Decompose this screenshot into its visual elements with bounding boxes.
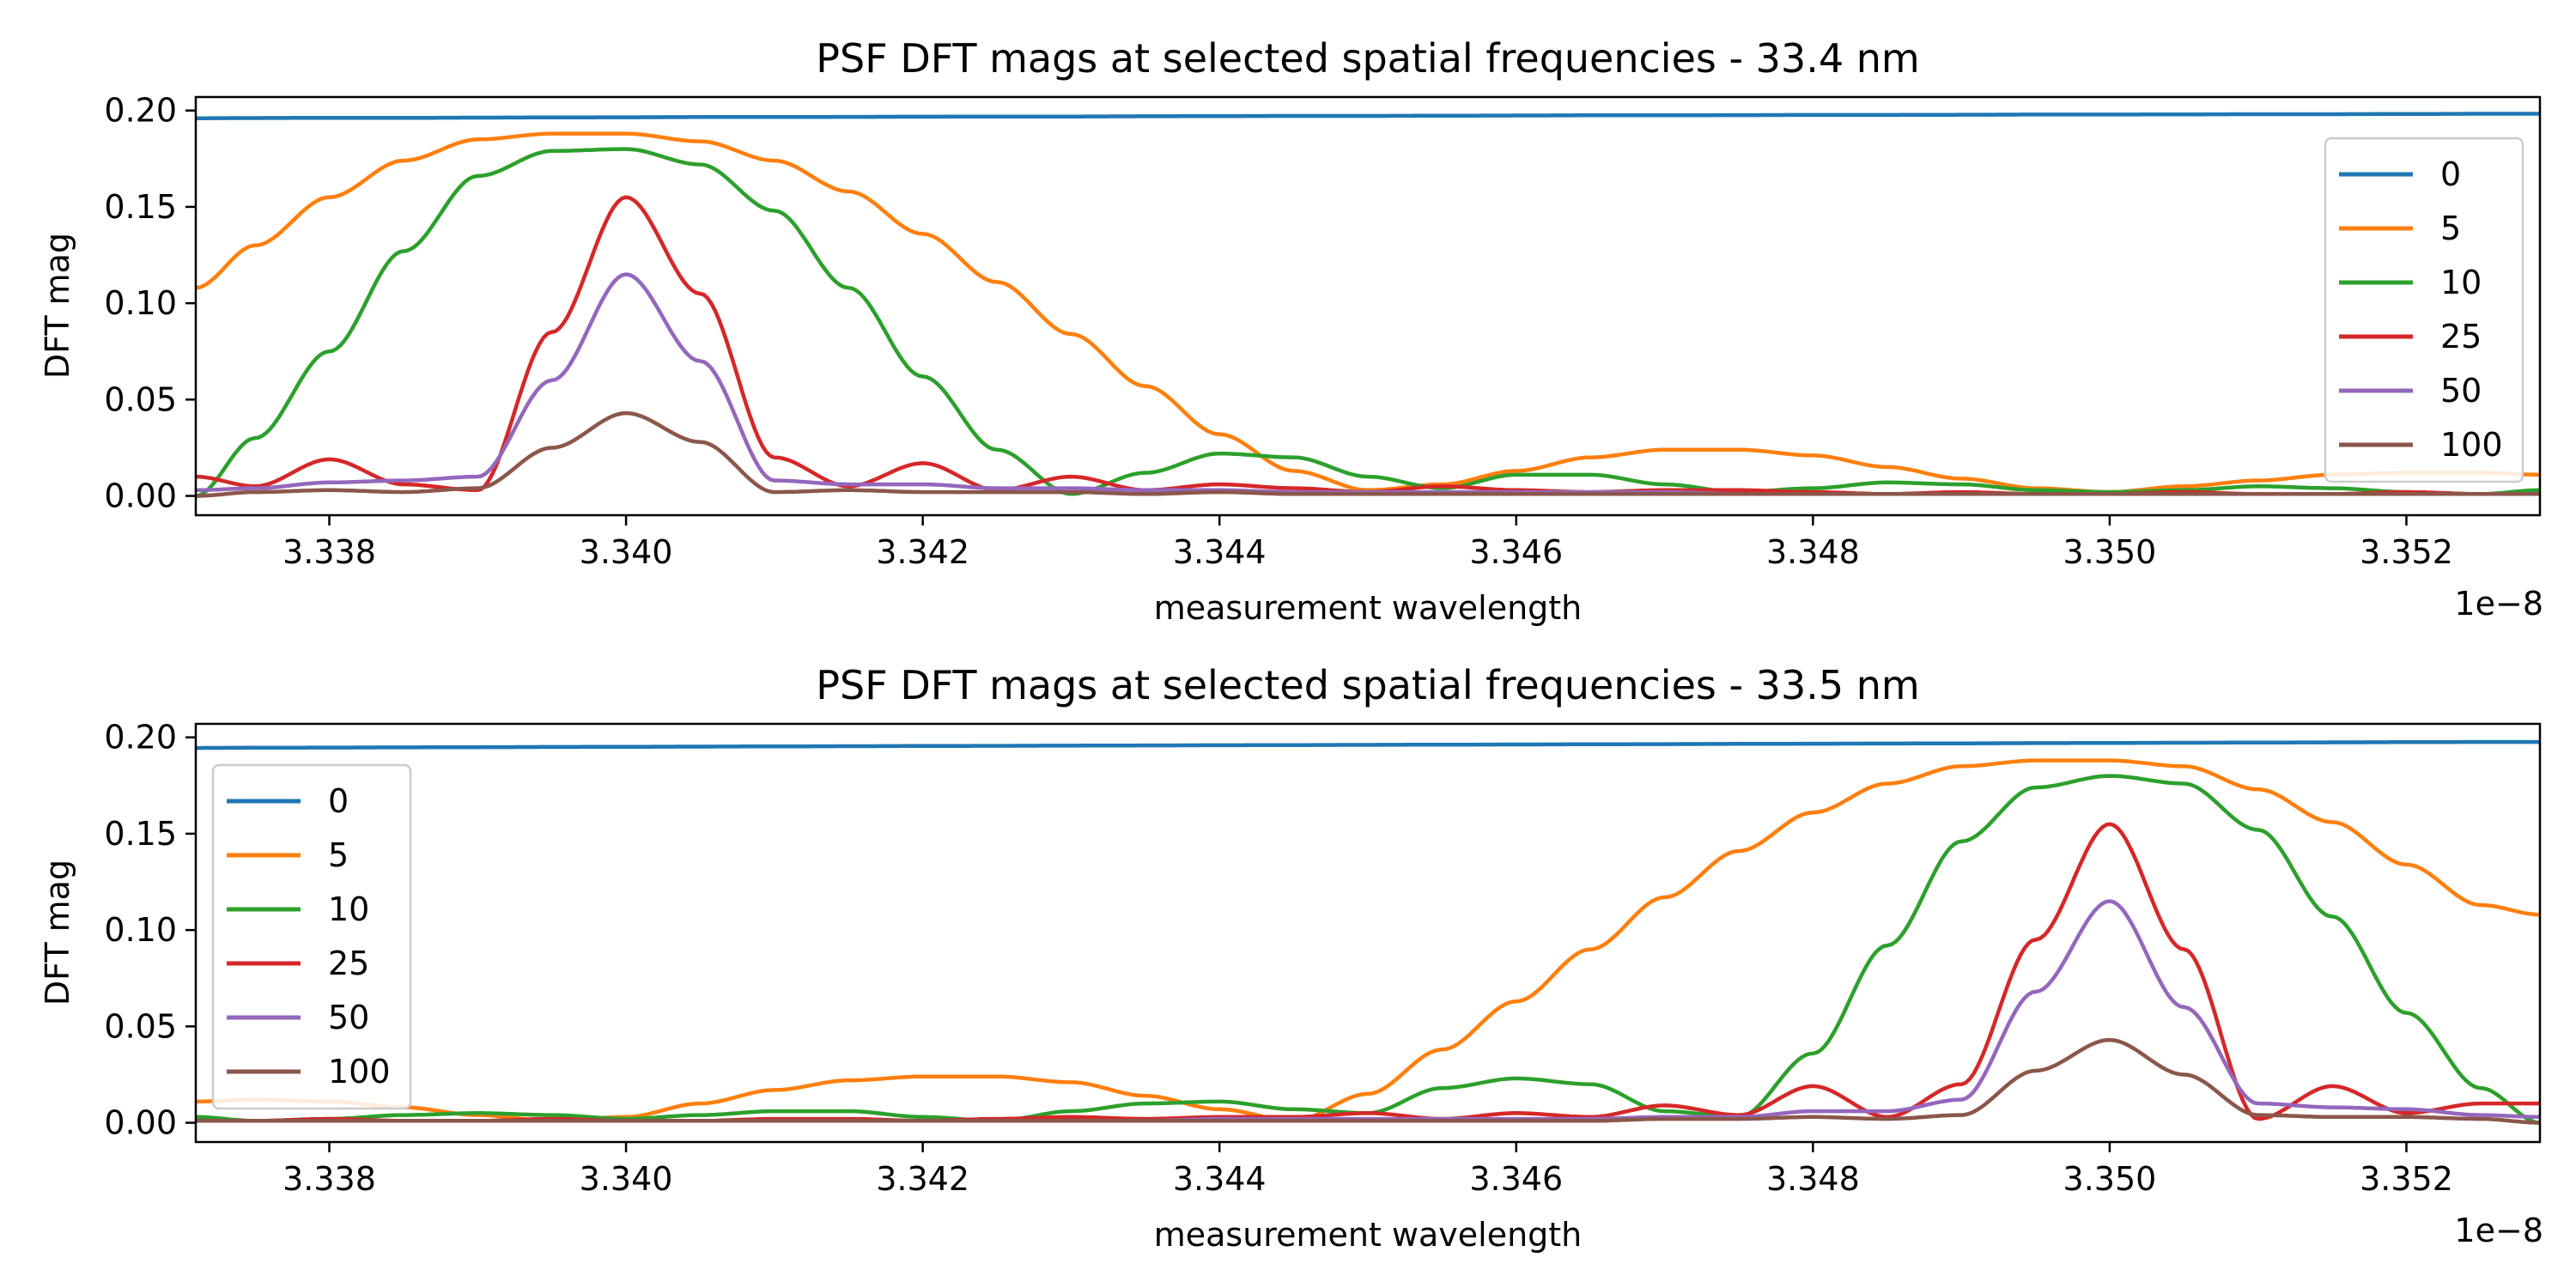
x-tick-label: 3.340	[580, 533, 673, 571]
series-line-5	[196, 131, 2540, 495]
x-axis-label: measurement wavelength	[1154, 589, 1583, 627]
legend-label-5: 5	[2440, 210, 2461, 247]
y-axis-label: DFT mag	[39, 233, 76, 379]
series-line-100	[196, 1037, 2540, 1125]
y-tick-label: 0.10	[104, 911, 177, 949]
y-tick-label: 0.15	[104, 188, 177, 226]
x-offset-label: 1e−8	[2454, 585, 2543, 623]
legend-label-10: 10	[328, 890, 369, 928]
x-tick-label: 3.348	[1766, 533, 1860, 571]
chart-title: PSF DFT mags at selected spatial frequen…	[816, 662, 1919, 708]
series-line-50	[196, 272, 2540, 496]
series-line-50	[196, 899, 2540, 1123]
series-line-0	[196, 112, 2540, 120]
y-tick-label: 0.00	[104, 477, 177, 515]
x-offset-label: 1e−8	[2454, 1212, 2543, 1249]
y-tick-label: 0.20	[104, 719, 177, 756]
x-tick-label: 3.342	[876, 533, 969, 571]
x-tick-label: 3.344	[1173, 1160, 1267, 1198]
x-tick-label: 3.346	[1469, 1160, 1563, 1198]
legend-label-0: 0	[328, 782, 349, 820]
y-tick-label: 0.15	[104, 815, 177, 853]
legend-box	[211, 763, 412, 1110]
series-group	[196, 739, 2540, 1125]
y-tick-label: 0.20	[104, 92, 177, 130]
x-tick-label: 3.340	[580, 1160, 673, 1198]
chart-title: PSF DFT mags at selected spatial frequen…	[816, 35, 1919, 82]
plot-frame	[194, 95, 2542, 517]
y-tick-label: 0.00	[104, 1104, 177, 1142]
x-tick-label: 3.350	[2063, 533, 2157, 571]
x-tick-label: 3.350	[2063, 1160, 2157, 1198]
x-tick-label: 3.348	[1766, 1160, 1860, 1198]
legend-box	[2324, 137, 2524, 483]
legend: 0 5 10 25 50 100	[2324, 137, 2524, 483]
series-line-100	[196, 410, 2540, 498]
panel-33-5nm: PSF DFT mags at selected spatial frequen…	[39, 662, 2543, 1254]
y-tick-label: 0.05	[104, 1007, 177, 1045]
plot-frame	[194, 722, 2542, 1144]
legend-label-25: 25	[2440, 318, 2482, 355]
x-tick-label: 3.352	[2360, 533, 2453, 571]
series-group	[196, 112, 2540, 498]
panel-33-4nm: PSF DFT mags at selected spatial frequen…	[39, 35, 2543, 627]
y-tick-label: 0.05	[104, 380, 177, 418]
legend-label-50: 50	[328, 999, 369, 1036]
x-tick-label: 3.338	[283, 533, 376, 571]
legend-label-0: 0	[2440, 155, 2461, 193]
legend-label-25: 25	[328, 945, 369, 982]
x-tick-label: 3.338	[283, 1160, 376, 1198]
x-tick-label: 3.352	[2360, 1160, 2453, 1198]
y-tick-label: 0.10	[104, 284, 177, 322]
x-tick-label: 3.344	[1173, 533, 1267, 571]
y-axis-label: DFT mag	[39, 860, 76, 1005]
x-tick-label: 3.346	[1469, 533, 1563, 571]
legend-label-10: 10	[2440, 264, 2482, 301]
x-tick-label: 3.342	[876, 1160, 969, 1198]
series-line-0	[196, 739, 2540, 750]
legend-label-100: 100	[2440, 426, 2503, 464]
legend-label-50: 50	[2440, 372, 2482, 410]
series-line-10	[196, 147, 2540, 498]
x-axis-label: measurement wavelength	[1154, 1216, 1583, 1254]
series-line-5	[196, 758, 2540, 1123]
legend-label-100: 100	[328, 1053, 391, 1091]
legend-label-5: 5	[328, 836, 349, 874]
legend: 0 5 10 25 50 100	[211, 763, 412, 1110]
